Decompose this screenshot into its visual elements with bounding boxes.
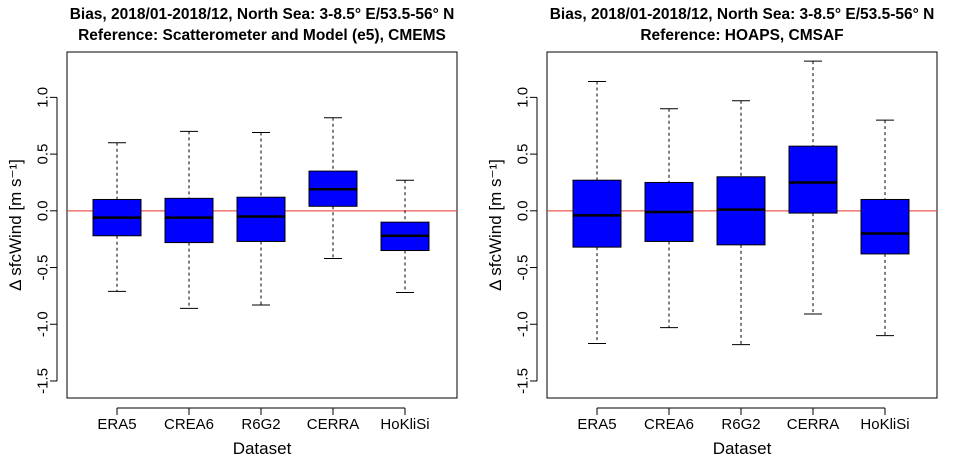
box-cerra <box>788 145 838 214</box>
x-tick-label: ERA5 <box>577 416 616 433</box>
panel-left-xlabel: Dataset <box>233 439 292 458</box>
panel-right-ylabel: Δ sfcWind [m s⁻¹] <box>486 159 505 291</box>
panel-left: Bias, 2018/01-2018/12, North Sea: 3-8.5°… <box>6 6 458 458</box>
x-tick-label: R6G2 <box>721 416 760 433</box>
y-tick-label: 0.5 <box>515 144 532 165</box>
box-crea6 <box>164 197 214 244</box>
x-tick-label: CERRA <box>307 416 360 433</box>
panel-right-title: Bias, 2018/01-2018/12, North Sea: 3-8.5°… <box>550 6 935 23</box>
y-tick-label: 1.0 <box>515 87 532 108</box>
y-tick-label: -1.5 <box>515 368 532 394</box>
x-tick-label: CREA6 <box>164 416 214 433</box>
panel-right-plot: -1.5 -1.0 -0.5 0.0 0.5 1.0 ERA5 CREA6 R6G2 CERRA H… <box>515 60 937 433</box>
y-tick-label: -1.0 <box>515 311 532 337</box>
y-tick-label: 0.5 <box>35 144 52 165</box>
x-tick-label: R6G2 <box>241 416 280 433</box>
x-tick-label: HoKliSi <box>860 416 909 433</box>
y-tick-label: -0.5 <box>515 255 532 281</box>
y-tick-label: -0.5 <box>35 255 52 281</box>
box-era5 <box>572 179 622 248</box>
x-tick-label: HoKliSi <box>380 416 429 433</box>
panel-left-ylabel: Δ sfcWind [m s⁻¹] <box>6 159 25 291</box>
panel-left-title: Bias, 2018/01-2018/12, North Sea: 3-8.5°… <box>70 6 455 23</box>
panel-right: Bias, 2018/01-2018/12, North Sea: 3-8.5°… <box>486 6 938 458</box>
panel-right-frame <box>546 51 938 399</box>
box-r6g2 <box>236 196 286 242</box>
panel-right-subtitle: Reference: HOAPS, CMSAF <box>640 27 843 44</box>
y-tick-label: 0.0 <box>515 200 532 221</box>
y-tick-label: -1.5 <box>35 368 52 394</box>
panel-left-plot: -1.5 -1.0 -0.5 0.0 0.5 1.0 ERA5 CREA6 R6G2 CERRA H… <box>35 87 457 433</box>
box-hoklisi <box>860 198 910 255</box>
x-tick-label: CERRA <box>787 416 840 433</box>
panel-left-frame <box>66 51 458 399</box>
x-tick-label: CREA6 <box>644 416 694 433</box>
x-tick-label: ERA5 <box>97 416 136 433</box>
y-tick-label: 1.0 <box>35 87 52 108</box>
y-tick-label: 0.0 <box>35 200 52 221</box>
panel-left-subtitle: Reference: Scatterometer and Model (e5),… <box>78 27 446 44</box>
panel-right-xlabel: Dataset <box>713 439 772 458</box>
y-tick-label: -1.0 <box>35 311 52 337</box>
